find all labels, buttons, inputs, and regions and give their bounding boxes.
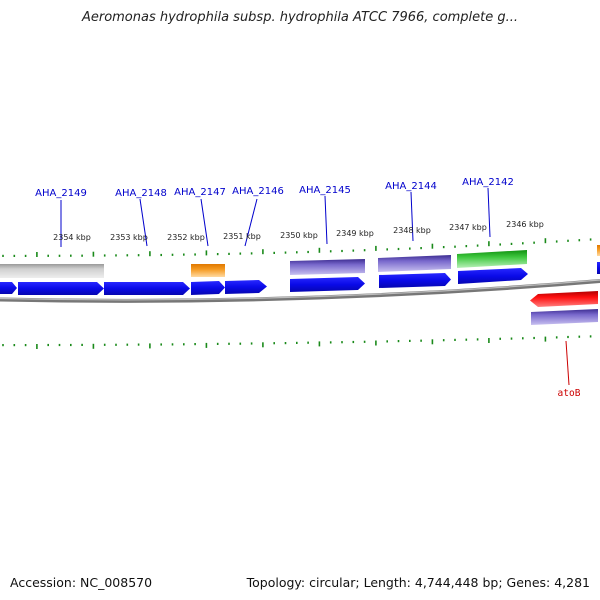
cds-arrow[interactable]	[0, 282, 17, 294]
feature-gray[interactable]	[0, 264, 104, 278]
gene-labels: AHA_2149 AHA_2148 AHA_2147 AHA_2146 AHA_…	[35, 177, 581, 399]
cds-arrow[interactable]	[104, 282, 190, 295]
gene-label-aha-2148[interactable]: AHA_2148	[115, 188, 167, 199]
gene-label-atob[interactable]: atoB	[558, 388, 581, 399]
scale-labels: 2354 kbp 2353 kbp 2352 kbp 2351 kbp 2350…	[53, 220, 544, 242]
scale-label: 2347 kbp	[449, 223, 487, 232]
scale-label: 2351 kbp	[223, 232, 261, 241]
gene-label-aha-2145[interactable]: AHA_2145	[299, 185, 351, 196]
map-title: Aeromonas hydrophila subsp. hydrophila A…	[81, 10, 519, 25]
feature-orange[interactable]	[191, 264, 225, 277]
feature-track-outer	[0, 245, 600, 278]
gene-label-aha-2142[interactable]: AHA_2142	[462, 177, 514, 188]
cds-arrow[interactable]	[290, 277, 365, 292]
cds-arrow[interactable]	[191, 281, 225, 295]
scale-label: 2353 kbp	[110, 233, 148, 242]
feature-orange-edge[interactable]	[597, 245, 600, 256]
genome-summary-text: Topology: circular; Length: 4,744,448 bp…	[246, 575, 590, 590]
scale-label: 2349 kbp	[336, 229, 374, 238]
genome-backbone-highlight	[0, 279, 600, 301]
feature-purple-3[interactable]	[531, 309, 598, 325]
gene-label-aha-2147[interactable]: AHA_2147	[174, 187, 226, 198]
genome-backbone	[0, 279, 600, 303]
gene-label-aha-2144[interactable]: AHA_2144	[385, 181, 437, 192]
scale-ticks-outer	[2, 238, 592, 257]
cds-arrow[interactable]	[379, 273, 451, 288]
scale-label: 2348 kbp	[393, 226, 431, 235]
gene-label-aha-2146[interactable]: AHA_2146	[232, 186, 284, 197]
scale-label: 2354 kbp	[53, 233, 91, 242]
scale-label: 2350 kbp	[280, 231, 318, 240]
scale-label: 2346 kbp	[506, 220, 544, 229]
scale-ticks-inner	[2, 335, 592, 349]
feature-red-atob[interactable]	[530, 291, 598, 307]
cds-arrow[interactable]	[18, 282, 104, 295]
cds-arrow[interactable]	[597, 262, 600, 274]
accession-text: Accession: NC_008570	[10, 575, 153, 590]
label-connectors	[60, 187, 570, 386]
feature-purple-1[interactable]	[290, 259, 365, 275]
cds-arrow[interactable]	[225, 280, 267, 294]
scale-label: 2352 kbp	[167, 233, 205, 242]
cds-track-forward	[0, 262, 600, 295]
feature-track-reverse	[530, 291, 598, 325]
gene-label-aha-2149[interactable]: AHA_2149	[35, 188, 87, 199]
cds-arrow[interactable]	[458, 268, 528, 284]
feature-purple-2[interactable]	[378, 255, 451, 272]
feature-green[interactable]	[457, 250, 527, 268]
